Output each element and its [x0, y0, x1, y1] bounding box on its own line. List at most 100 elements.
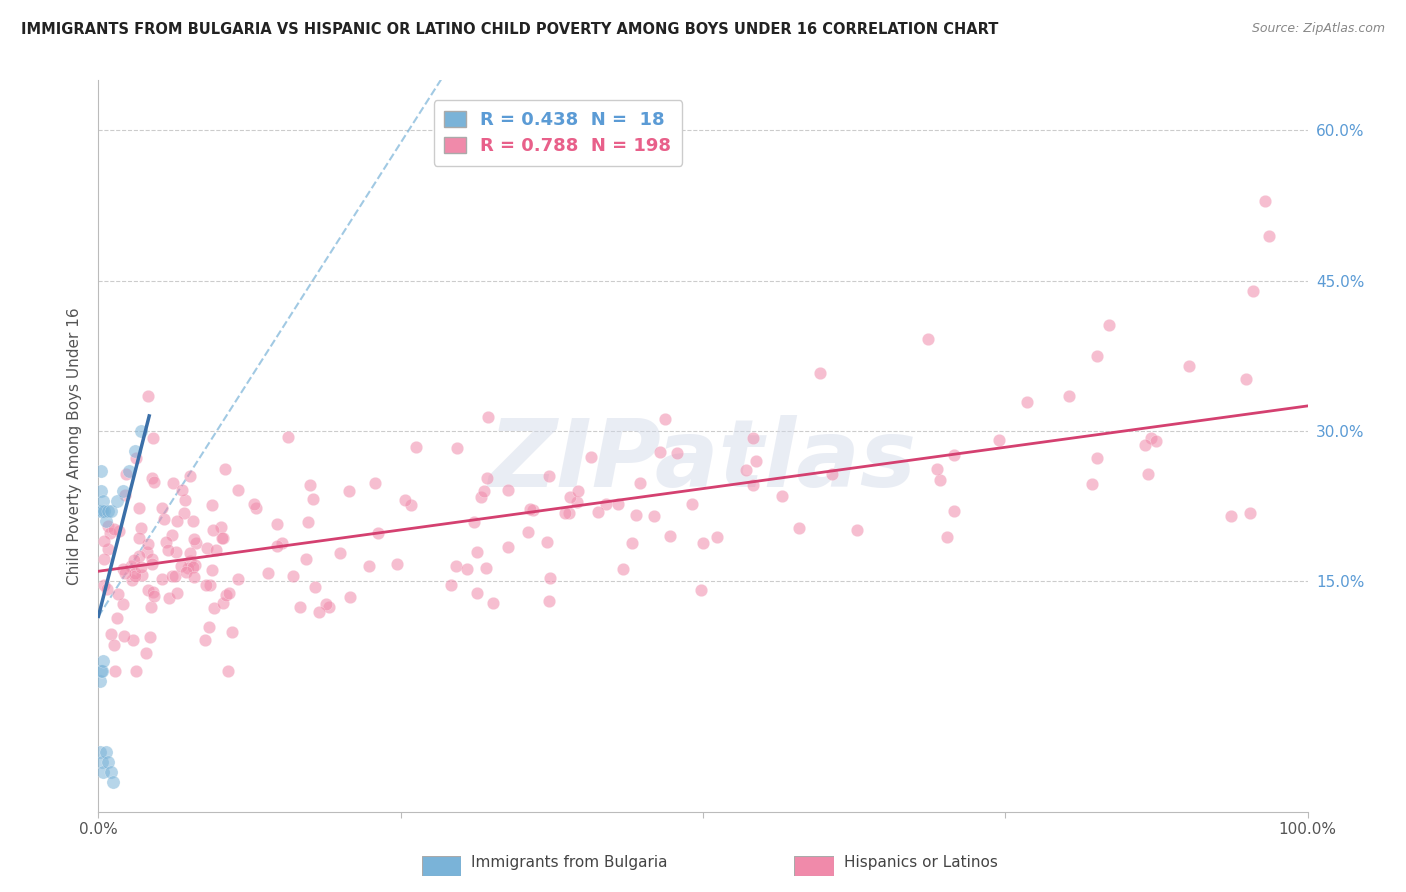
Point: [97, 504, 120, 518]
Point: [129, 424, 152, 438]
Point: [281, 569, 304, 583]
Point: [163, 568, 186, 582]
Point: [91, 764, 114, 779]
Point: [643, 508, 665, 523]
Point: [97, 519, 120, 533]
Point: [256, 566, 278, 581]
Point: [179, 554, 201, 568]
Point: [517, 525, 540, 540]
Point: [103, 638, 125, 652]
Point: [124, 566, 146, 580]
Point: [184, 536, 207, 550]
Point: [166, 586, 188, 600]
Point: [689, 582, 711, 597]
Point: [742, 431, 765, 445]
Point: [917, 333, 939, 347]
Point: [519, 502, 541, 516]
Point: [212, 531, 235, 545]
Text: ZIPatlas: ZIPatlas: [489, 415, 917, 507]
Point: [172, 483, 194, 497]
Point: [166, 514, 188, 528]
Point: [97, 755, 120, 769]
Point: [943, 448, 966, 462]
Point: [659, 529, 682, 543]
Text: Hispanics or Latinos: Hispanics or Latinos: [844, 855, 997, 870]
Point: [929, 473, 952, 487]
Point: [1220, 508, 1243, 523]
Point: [654, 412, 676, 426]
Point: [103, 522, 125, 536]
Point: [329, 546, 352, 560]
Point: [91, 494, 114, 508]
Point: [692, 536, 714, 550]
Point: [821, 467, 844, 481]
Point: [128, 500, 150, 515]
Point: [100, 626, 122, 640]
Point: [214, 461, 236, 475]
Point: [226, 483, 249, 498]
Point: [97, 541, 120, 556]
Point: [124, 569, 146, 583]
Point: [150, 501, 173, 516]
Point: [538, 571, 561, 585]
Point: [198, 577, 221, 591]
Point: [165, 544, 187, 558]
Point: [89, 674, 111, 689]
Point: [94, 514, 117, 528]
Text: Source: ZipAtlas.com: Source: ZipAtlas.com: [1251, 22, 1385, 36]
Point: [444, 558, 467, 573]
Point: [118, 464, 141, 478]
Point: [201, 563, 224, 577]
Point: [308, 605, 330, 619]
Point: [153, 512, 176, 526]
Point: [135, 646, 157, 660]
Point: [124, 451, 146, 466]
Point: [201, 498, 224, 512]
Point: [1146, 434, 1168, 449]
Point: [100, 764, 122, 779]
Point: [266, 516, 288, 531]
Point: [114, 488, 136, 502]
Point: [218, 586, 240, 600]
Point: [942, 504, 965, 518]
Point: [96, 582, 118, 596]
Point: [470, 490, 492, 504]
Point: [1177, 359, 1199, 373]
Point: [1234, 372, 1257, 386]
Point: [198, 620, 221, 634]
Point: [139, 630, 162, 644]
Point: [90, 464, 112, 478]
Point: [107, 587, 129, 601]
Point: [770, 489, 793, 503]
Point: [141, 471, 163, 485]
Point: [299, 477, 322, 491]
Point: [173, 506, 195, 520]
Point: [111, 484, 134, 499]
Point: [463, 515, 485, 529]
Point: [215, 587, 238, 601]
Point: [522, 503, 544, 517]
Point: [93, 578, 115, 592]
Point: [245, 500, 267, 515]
Point: [465, 545, 488, 559]
Point: [465, 585, 488, 599]
Point: [394, 492, 416, 507]
Point: [567, 483, 589, 498]
Point: [160, 568, 183, 582]
Point: [90, 484, 112, 499]
Point: [105, 610, 128, 624]
Point: [472, 483, 495, 498]
Point: [558, 506, 581, 520]
Point: [808, 366, 831, 380]
Point: [150, 572, 173, 586]
Point: [536, 534, 558, 549]
Point: [477, 471, 499, 485]
Point: [211, 532, 233, 546]
Point: [595, 497, 617, 511]
Point: [136, 537, 159, 551]
Point: [94, 745, 117, 759]
Point: [129, 560, 152, 574]
Point: [401, 498, 423, 512]
Point: [456, 561, 478, 575]
Point: [89, 504, 111, 518]
